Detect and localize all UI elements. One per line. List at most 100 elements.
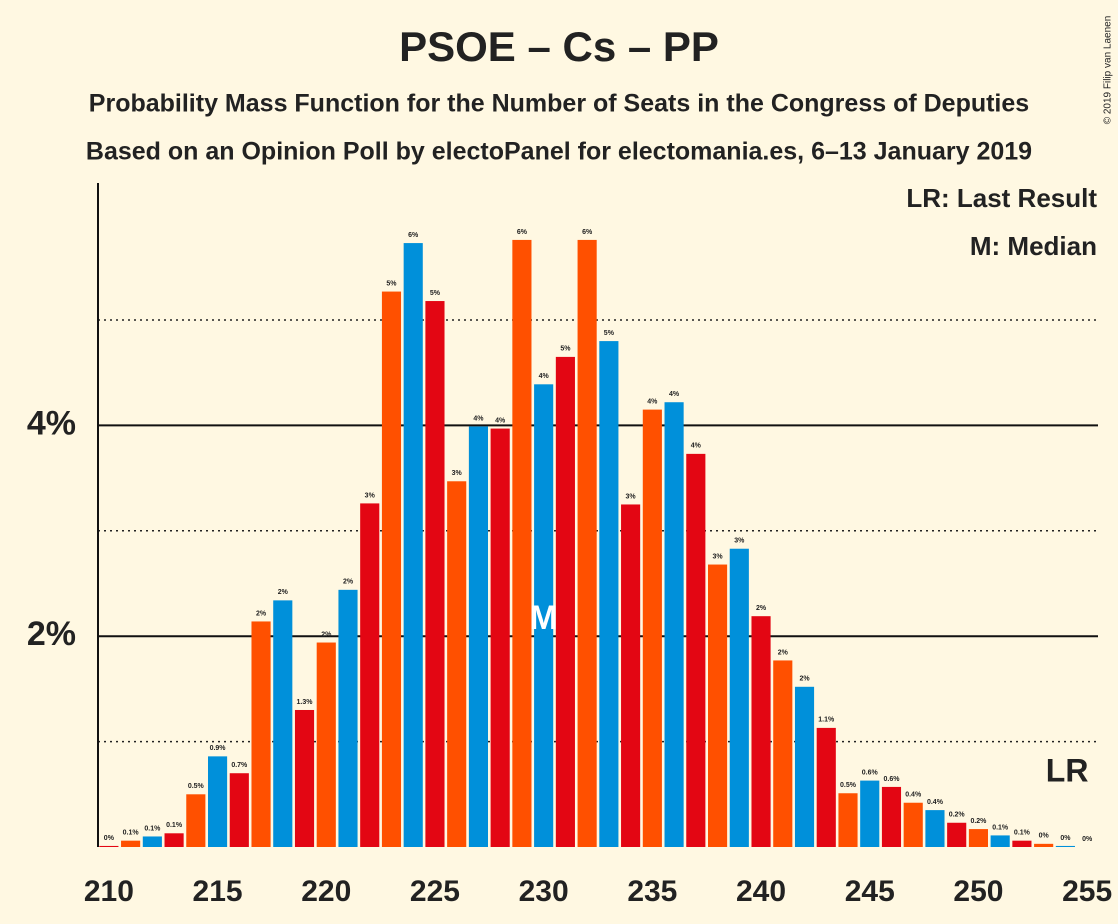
value-label: 2% [343, 579, 354, 586]
value-label: 3% [365, 492, 376, 499]
bar [208, 756, 228, 847]
value-label: 0.2% [970, 818, 987, 825]
value-label: 0.1% [144, 825, 161, 832]
bar [881, 786, 902, 847]
value-label: 3% [626, 493, 637, 500]
bar [664, 402, 684, 847]
chart-title: PSOE – Cs – PP [399, 23, 719, 70]
value-label: 1.3% [297, 699, 314, 706]
bar [751, 616, 771, 847]
last-result-marker: LR [1046, 752, 1089, 788]
bar [729, 548, 749, 847]
x-tick-label: 245 [845, 875, 895, 908]
value-label: 0.7% [231, 762, 248, 769]
value-label: 0% [104, 835, 115, 842]
value-label: 6% [582, 229, 593, 236]
bar [360, 503, 380, 847]
bar [599, 341, 619, 847]
value-label: 2% [256, 610, 267, 617]
value-label: 0.4% [905, 792, 922, 799]
value-label: 4% [495, 417, 506, 424]
chart-subtitle: Probability Mass Function for the Number… [89, 90, 1029, 118]
bar [1012, 840, 1032, 847]
value-label: 0.1% [166, 822, 183, 829]
bar [838, 793, 858, 847]
bar [381, 291, 402, 847]
bar [142, 836, 162, 847]
value-label: 0% [1082, 836, 1093, 843]
x-tick-label: 240 [736, 875, 786, 908]
value-label: 3% [713, 553, 724, 560]
legend-entry: LR: Last Result [906, 183, 1097, 213]
value-label: 4% [473, 415, 484, 422]
bar [990, 835, 1010, 847]
x-tick-label: 220 [301, 875, 351, 908]
value-label: 5% [430, 290, 441, 297]
x-tick-label: 250 [953, 875, 1003, 908]
value-label: 0% [1039, 833, 1050, 840]
value-label: 2% [799, 676, 810, 683]
copyright: © 2019 Filip van Laenen [1103, 16, 1114, 125]
value-label: 3% [452, 470, 463, 477]
bar [338, 589, 358, 847]
value-label: 0.4% [927, 799, 944, 806]
value-label: 4% [539, 373, 550, 380]
bar [273, 600, 293, 847]
value-label: 0% [1060, 835, 1071, 842]
value-label: 0.1% [1014, 830, 1031, 837]
bar [316, 642, 336, 847]
x-tick-label: 215 [193, 875, 243, 908]
value-label: 4% [647, 398, 658, 405]
value-label: 0.6% [883, 776, 900, 783]
value-label: 0.5% [188, 783, 205, 790]
value-label: 4% [691, 443, 702, 450]
bar [294, 709, 315, 847]
bar [490, 428, 510, 847]
x-tick-label: 255 [1062, 875, 1112, 908]
bar [577, 239, 597, 847]
value-label: 0.9% [210, 745, 227, 752]
x-tick-label: 235 [627, 875, 677, 908]
value-label: 2% [756, 605, 767, 612]
value-label: 0.2% [949, 812, 966, 819]
bar [1055, 845, 1075, 847]
value-label: 5% [560, 346, 571, 353]
value-label: 2% [321, 631, 332, 638]
value-label: 5% [604, 330, 615, 337]
bar [860, 780, 880, 847]
value-label: 6% [408, 232, 419, 239]
bar [186, 794, 206, 847]
x-tick-label: 230 [519, 875, 569, 908]
bar [903, 802, 923, 847]
bar [403, 243, 423, 848]
value-label: 2% [278, 589, 289, 596]
bar [447, 481, 467, 847]
chart-subtitle: Based on an Opinion Poll by electoPanel … [86, 138, 1032, 166]
x-tick-label: 225 [410, 875, 460, 908]
bar [773, 660, 793, 847]
value-label: 2% [778, 649, 789, 656]
bar [621, 504, 641, 847]
bar [468, 426, 488, 847]
y-tick-label: 4% [27, 404, 76, 442]
bar [512, 239, 532, 847]
x-tick-label: 210 [84, 875, 134, 908]
bar [947, 822, 967, 847]
value-label: 0.5% [840, 782, 857, 789]
value-label: 0.1% [992, 824, 1009, 831]
bar [99, 845, 119, 847]
bar [708, 564, 728, 847]
bar [925, 810, 945, 847]
bar [686, 453, 706, 847]
value-label: 4% [669, 391, 680, 398]
median-marker: M [529, 599, 557, 637]
value-label: 0.1% [123, 830, 140, 837]
bar [1034, 843, 1054, 847]
value-label: 5% [386, 280, 397, 287]
bar [555, 356, 575, 847]
bar [164, 833, 184, 847]
bar [642, 409, 662, 847]
value-label: 1.1% [818, 717, 835, 724]
value-label: 0.6% [862, 769, 879, 776]
